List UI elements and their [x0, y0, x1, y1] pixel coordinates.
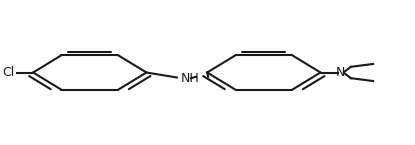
Text: N: N [336, 66, 345, 79]
Text: Cl: Cl [2, 66, 15, 79]
Text: NH: NH [181, 72, 200, 85]
